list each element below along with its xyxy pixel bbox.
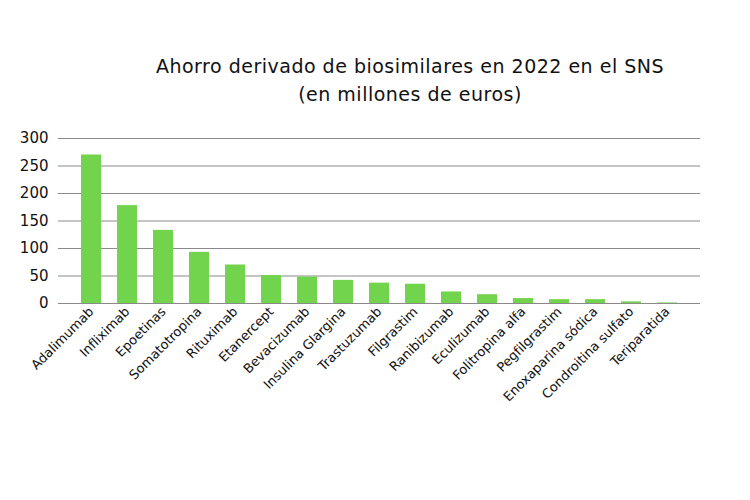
svg-text:Infliximab: Infliximab bbox=[76, 304, 133, 360]
svg-text:Insulina Glargina: Insulina Glargina bbox=[260, 304, 349, 392]
svg-text:150: 150 bbox=[20, 212, 49, 230]
svg-text:Enoxaparina sódica: Enoxaparina sódica bbox=[500, 304, 601, 405]
svg-text:300: 300 bbox=[20, 129, 49, 147]
svg-text:Etanercept: Etanercept bbox=[215, 304, 277, 365]
html-text:(en millones de euros): (en millones de euros) bbox=[298, 83, 522, 105]
svg-text:200: 200 bbox=[20, 184, 49, 202]
svg-text:0: 0 bbox=[39, 294, 49, 312]
svg-text:Folitropina alfa: Folitropina alfa bbox=[449, 304, 529, 383]
svg-text:Somatotropina: Somatotropina bbox=[126, 304, 205, 383]
svg-text:Ranibizumab: Ranibizumab bbox=[386, 304, 457, 375]
svg-text:Epoetinas: Epoetinas bbox=[112, 304, 169, 360]
svg-text:Teriparatida: Teriparatida bbox=[607, 304, 673, 370]
svg-text:250: 250 bbox=[20, 157, 49, 175]
svg-text:Bevacizumab: Bevacizumab bbox=[240, 304, 313, 377]
svg-text:100: 100 bbox=[20, 239, 49, 257]
svg-text:Trastuzumab: Trastuzumab bbox=[315, 304, 385, 374]
svg-text:Filgrastim: Filgrastim bbox=[365, 304, 421, 360]
svg-text:50: 50 bbox=[29, 267, 48, 285]
svg-text:Rituximab: Rituximab bbox=[183, 304, 241, 362]
svg-text:Pegfilgrastim: Pegfilgrastim bbox=[493, 304, 565, 375]
svg-text:Adalimumab: Adalimumab bbox=[28, 304, 97, 373]
html-text:Ahorro derivado de biosimilare: Ahorro derivado de biosimilares en 2022 … bbox=[156, 55, 664, 77]
svg-text:Eculizumab: Eculizumab bbox=[429, 304, 493, 368]
svg-text:Condroitina sulfato: Condroitina sulfato bbox=[538, 304, 637, 402]
